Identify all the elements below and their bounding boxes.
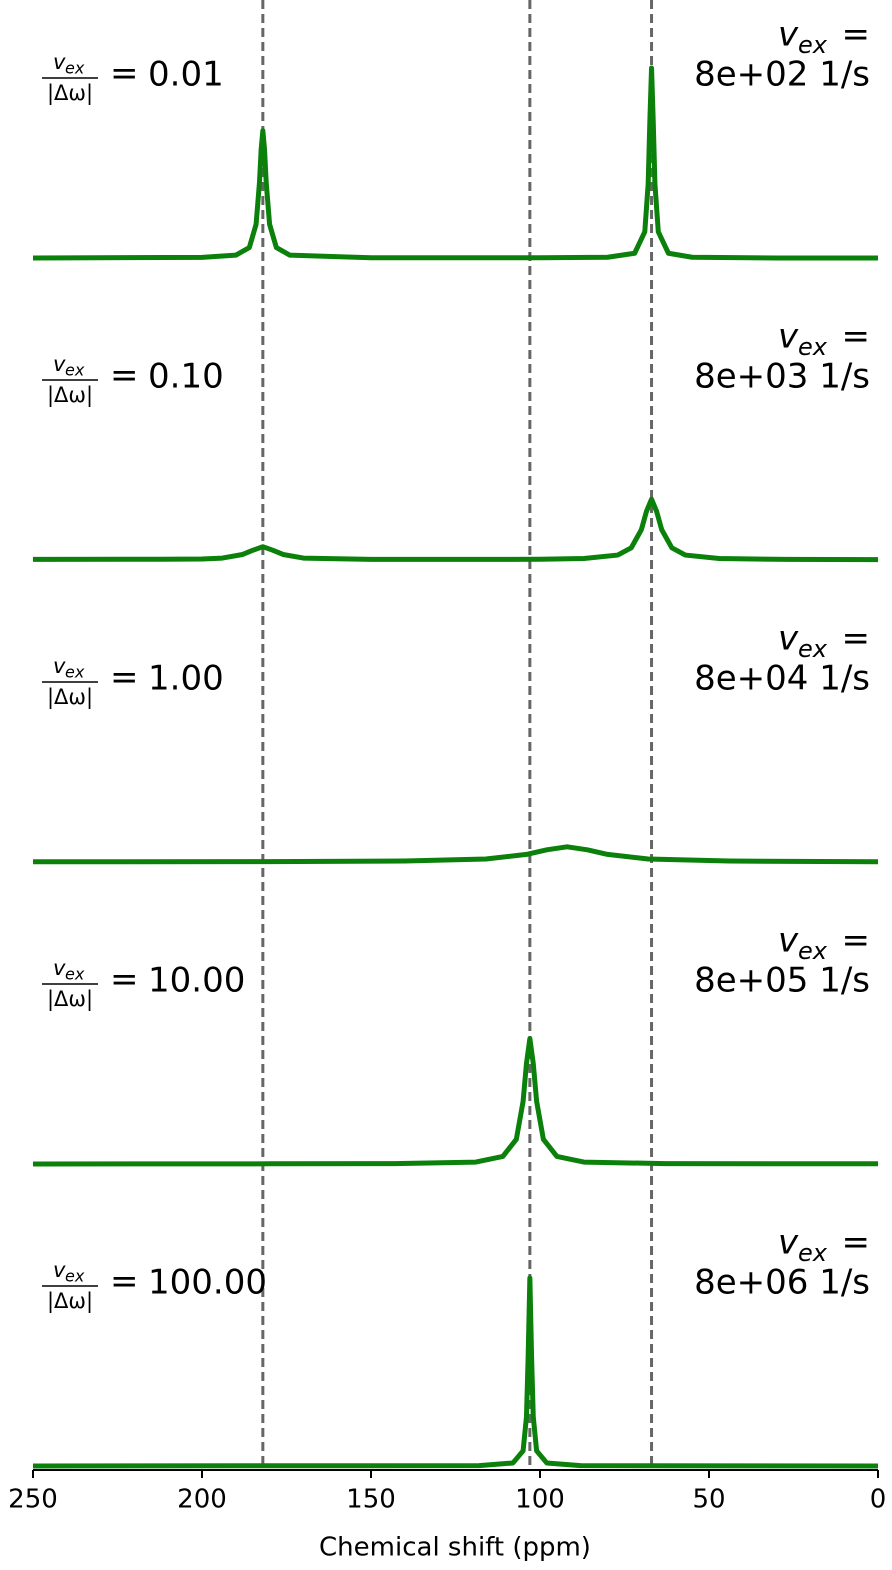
ratio-numerator: v (53, 1258, 66, 1282)
ratio-numerator-subscript: ex (65, 965, 85, 984)
rate-equals: = (842, 619, 871, 659)
ratio-value: 10.00 (148, 961, 245, 1001)
ratio-value: 0.01 (148, 55, 224, 95)
ratio-numerator: v (53, 956, 66, 980)
ratio-denominator: |Δω| (47, 81, 93, 106)
rate-value: 8e+04 1/s (694, 659, 870, 699)
equals-sign: = (110, 960, 139, 1000)
rate-equals: = (842, 921, 871, 961)
rate-subscript: ex (798, 937, 828, 965)
rate-equals: = (842, 317, 871, 357)
ratio-value: 100.00 (148, 1263, 267, 1303)
rate-symbol: v (778, 317, 799, 357)
ratio-numerator: v (53, 352, 66, 376)
equals-sign: = (110, 1262, 139, 1302)
rate-symbol: v (778, 921, 799, 961)
x-tick-label: 250 (8, 1485, 58, 1515)
ratio-denominator: |Δω| (47, 685, 93, 710)
ratio-numerator-subscript: ex (65, 663, 85, 682)
rate-subscript: ex (798, 31, 828, 59)
spectrum-line (32, 1275, 879, 1469)
ratio-value: 0.10 (148, 357, 224, 397)
x-axis-label: Chemical shift (ppm) (319, 1533, 591, 1563)
rate-symbol: v (778, 619, 799, 659)
rate-value: 8e+02 1/s (694, 55, 870, 95)
ratio-denominator: |Δω| (47, 1289, 93, 1314)
equals-sign: = (110, 658, 139, 698)
rate-subscript: ex (798, 1239, 828, 1267)
rate-equals: = (842, 15, 871, 55)
ratio-numerator: v (53, 654, 66, 678)
x-tick-label: 150 (346, 1485, 396, 1515)
spectrum-line (32, 1036, 879, 1167)
ratio-numerator: v (53, 50, 66, 74)
rate-value: 8e+05 1/s (694, 961, 870, 1001)
ratio-numerator-subscript: ex (65, 361, 85, 380)
x-tick-label: 50 (692, 1485, 725, 1515)
x-tick-label: 200 (177, 1485, 227, 1515)
ratio-denominator: |Δω| (47, 987, 93, 1012)
x-tick-label: 100 (515, 1485, 565, 1515)
rate-subscript: ex (798, 333, 828, 361)
rate-value: 8e+06 1/s (694, 1263, 870, 1303)
rate-symbol: v (778, 1223, 799, 1263)
ratio-denominator: |Δω| (47, 383, 93, 408)
ratio-value: 1.00 (148, 659, 224, 699)
spectrum-line (32, 844, 879, 865)
rate-symbol: v (778, 15, 799, 55)
x-tick-label: 0 (870, 1485, 887, 1515)
spectrum-line (32, 65, 878, 261)
ratio-numerator-subscript: ex (65, 59, 85, 78)
equals-sign: = (110, 356, 139, 396)
rate-subscript: ex (798, 635, 828, 663)
rate-equals: = (842, 1223, 871, 1263)
spectrum-line (32, 496, 879, 563)
rate-value: 8e+03 1/s (694, 357, 870, 397)
equals-sign: = (110, 54, 139, 94)
ratio-numerator-subscript: ex (65, 1267, 85, 1286)
